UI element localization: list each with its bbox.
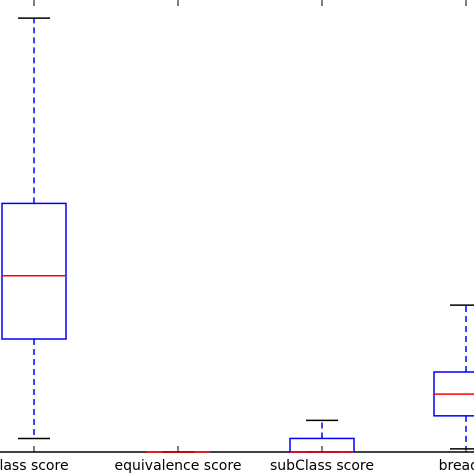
x-tick-label: subClass score xyxy=(270,458,374,474)
x-tick-label: breadth xyxy=(439,458,474,474)
box xyxy=(1,202,67,340)
x-tick-label: equivalence score xyxy=(115,458,242,474)
x-tick-label: lass score xyxy=(0,458,69,474)
